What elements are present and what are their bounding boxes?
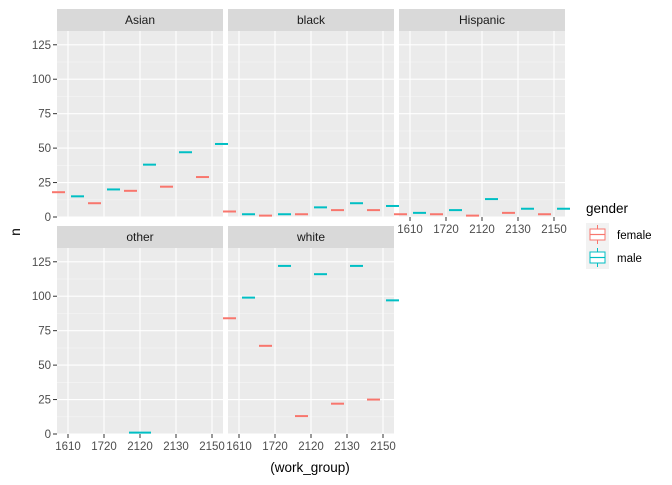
y-axis-title: n (8, 228, 23, 236)
x-tick-label: 1720 (433, 224, 459, 236)
facet-label-black: black (297, 13, 326, 27)
y-tick-label: 0 (45, 429, 51, 441)
x-tick-label: 2130 (334, 441, 360, 453)
facet-strip-asian (57, 9, 223, 31)
facet-strip-other (57, 226, 223, 248)
x-tick-label: 2120 (127, 441, 153, 453)
x-tick-label: 1610 (55, 441, 81, 453)
x-tick-label: 1720 (91, 441, 117, 453)
y-tick-label: 75 (38, 109, 51, 121)
y-tick-label: 100 (32, 291, 51, 303)
facet-label-white: white (296, 230, 325, 244)
x-tick-label: 2150 (199, 441, 225, 453)
x-tick-label: 2130 (163, 441, 189, 453)
legend-label-male: male (617, 253, 642, 265)
x-tick-label: 2150 (541, 224, 567, 236)
y-tick-label: 125 (32, 40, 51, 52)
facet-label-other: other (126, 230, 153, 244)
x-tick-label: 2130 (505, 224, 531, 236)
x-tick-label: 2150 (370, 441, 396, 453)
legend-title: gender (586, 201, 629, 216)
y-tick-label: 25 (38, 395, 51, 407)
y-tick-label: 50 (38, 143, 51, 155)
y-tick-label: 25 (38, 178, 51, 190)
facet-strip-hispanic (399, 9, 565, 31)
x-axis-title: (work_group) (270, 460, 350, 475)
y-tick-label: 100 (32, 74, 51, 86)
x-tick-label: 1610 (397, 224, 423, 236)
facet-label-asian: Asian (125, 13, 155, 27)
x-tick-label: 2120 (298, 441, 324, 453)
x-tick-label: 1610 (226, 441, 252, 453)
facet-strip-black (228, 9, 394, 31)
facet-strip-white (228, 226, 394, 248)
y-tick-label: 75 (38, 326, 51, 338)
x-tick-label: 1720 (262, 441, 288, 453)
y-tick-label: 125 (32, 257, 51, 269)
y-tick-label: 50 (38, 360, 51, 372)
x-tick-label: 2120 (469, 224, 495, 236)
legend-label-female: female (617, 230, 652, 242)
y-tick-label: 0 (45, 212, 51, 224)
facet-label-hispanic: Hispanic (459, 13, 505, 27)
